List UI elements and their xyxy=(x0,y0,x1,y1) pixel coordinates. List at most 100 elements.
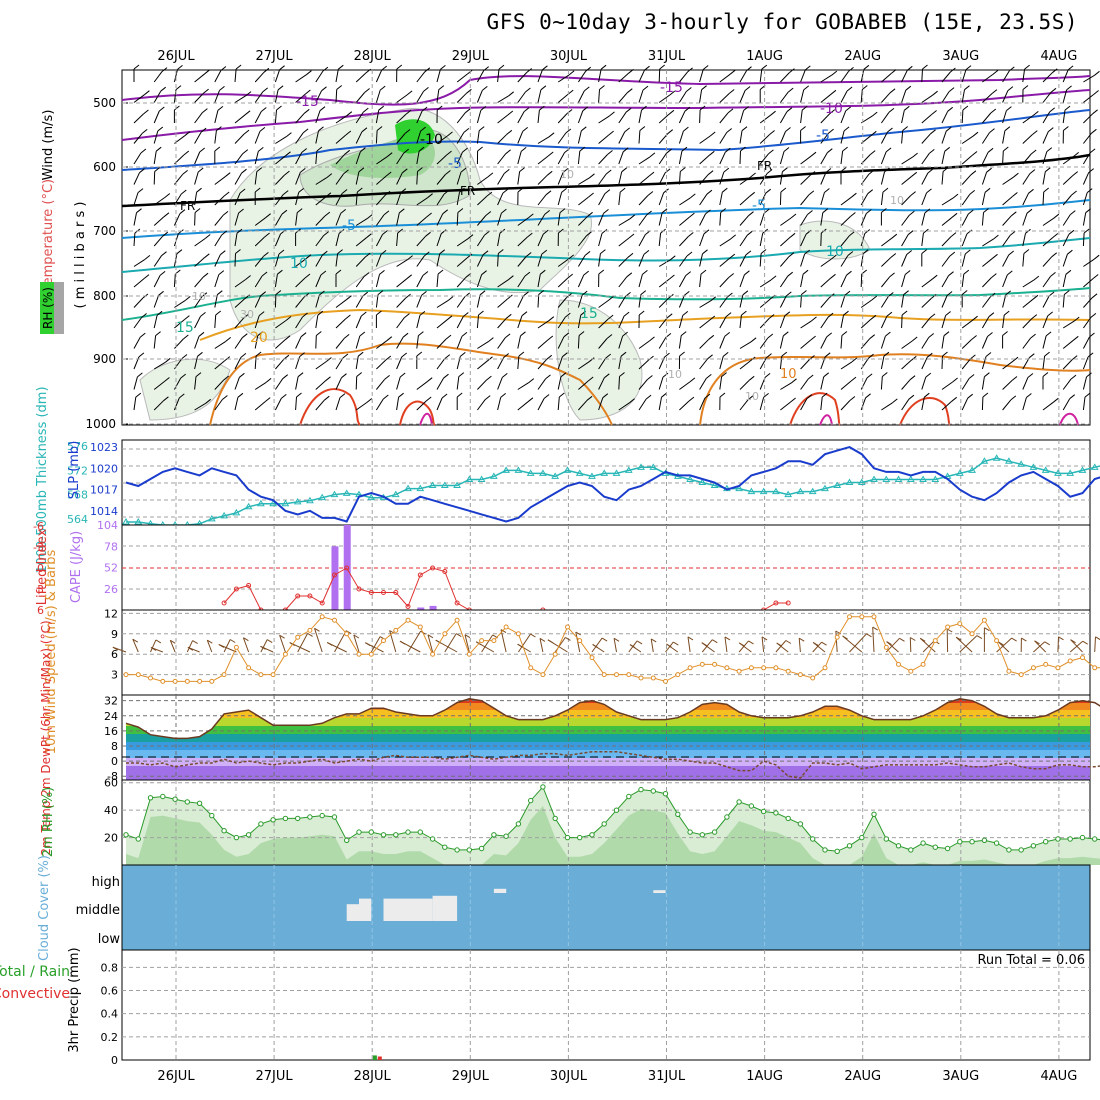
wind-barb xyxy=(820,172,827,185)
wind-barb xyxy=(800,89,805,103)
wind-barb xyxy=(1083,132,1092,144)
isotherm-label: FR xyxy=(180,199,195,213)
wind-barb xyxy=(476,234,485,247)
wind-barb xyxy=(416,171,418,185)
wind-barb-flag xyxy=(159,271,166,276)
wind-speed-marker xyxy=(405,617,411,623)
wind-barb-flag xyxy=(1053,397,1059,403)
wind-barb xyxy=(678,255,688,267)
wind-barb xyxy=(1082,152,1091,165)
wind-barb xyxy=(719,296,728,308)
wind-barb xyxy=(537,398,545,411)
wind-barb xyxy=(557,113,568,124)
wind-barb xyxy=(719,257,731,267)
wind-barb xyxy=(1002,294,1007,308)
wind-speed-marker xyxy=(221,672,227,678)
wind-barb xyxy=(477,360,488,370)
wind-barb-flag xyxy=(507,110,514,116)
wind-barb-flag xyxy=(869,334,876,340)
wind-barb xyxy=(840,294,846,308)
wind-barb xyxy=(779,295,787,308)
wind-barb xyxy=(658,397,662,411)
wind-barb-flag xyxy=(277,269,283,275)
isotherm-label: 10 xyxy=(780,367,797,382)
wind-barb xyxy=(1062,155,1074,165)
wind-barb-flag xyxy=(1042,372,1049,377)
wind-barb-flag xyxy=(264,232,270,238)
wind-barb xyxy=(497,233,501,247)
wind-barb-flag xyxy=(195,372,202,377)
wind-barb-flag xyxy=(1088,168,1095,173)
wind-barb xyxy=(375,69,383,83)
wind-barb-flag xyxy=(724,147,731,153)
wind-barb xyxy=(370,636,381,653)
wind-barb-flag xyxy=(241,333,248,339)
wind-barb xyxy=(921,233,924,247)
wind-barb xyxy=(719,93,730,103)
wind-speed-marker xyxy=(773,665,779,671)
wind-barb xyxy=(436,253,441,267)
wind-speed-marker xyxy=(209,678,215,684)
wind-barb xyxy=(800,294,802,308)
wind-barb-flag xyxy=(540,85,547,91)
wind-barb-flag xyxy=(830,89,837,95)
wind-barb-flag xyxy=(791,378,797,384)
wind-barb xyxy=(678,171,681,185)
wind-barb xyxy=(194,336,200,349)
wind-barb xyxy=(780,236,791,247)
wind-barb-flag xyxy=(562,168,569,173)
wind-barb xyxy=(1057,636,1059,653)
thickness-marker xyxy=(710,481,719,489)
wind-barb-flag xyxy=(342,353,349,359)
wind-barb xyxy=(719,356,724,370)
wind-barb-flag xyxy=(861,85,868,90)
wind-barb-flag xyxy=(218,644,225,648)
thickness-marker xyxy=(539,469,547,476)
rh2m-marker xyxy=(209,812,215,819)
wind-barb xyxy=(1022,153,1032,165)
wind-barb xyxy=(254,401,266,411)
wind-barb xyxy=(1062,69,1069,83)
wind-barb xyxy=(274,294,277,308)
wind-barb xyxy=(497,298,508,308)
wind-barb xyxy=(214,274,220,288)
wind-barb-flag xyxy=(580,310,587,316)
wind-barb-flag xyxy=(764,373,771,378)
wind-barb-flag xyxy=(781,351,788,357)
wind-barb-flag xyxy=(882,187,889,193)
wind-barb xyxy=(618,376,620,390)
wind-speed-marker xyxy=(908,668,914,674)
wind-barb xyxy=(355,151,361,165)
wind-barb xyxy=(699,378,707,390)
wind-barb xyxy=(1070,639,1083,653)
wind-barb xyxy=(436,213,444,226)
wind-barb xyxy=(517,295,524,308)
lifted-index-marker xyxy=(381,590,386,595)
bottom-date-axis: 26JUL 27JUL 28JUL 29JUL 30JUL 31JUL 1AUG 2AUG 3A… xyxy=(157,1069,1077,1084)
wind-barb-flag xyxy=(298,188,305,193)
wind-barb-flag xyxy=(404,129,411,134)
wind-barb xyxy=(557,336,565,349)
wind-barb xyxy=(759,192,767,206)
wind-speed-marker xyxy=(1055,665,1061,671)
wind-barb xyxy=(880,376,883,390)
wind-barb xyxy=(981,212,984,226)
lifted-index-marker xyxy=(332,572,337,578)
wind-barb xyxy=(800,175,811,185)
wind-barb xyxy=(355,237,367,247)
wind-barb-flag xyxy=(361,127,368,133)
wind-barb xyxy=(295,336,302,349)
wind-barb-flag xyxy=(485,211,492,216)
wind-barb-flag xyxy=(384,190,391,196)
wind-barb-flag xyxy=(623,311,630,317)
date-label: 1AUG xyxy=(746,1069,783,1084)
thickness-marker xyxy=(968,466,976,473)
wind-barb-flag xyxy=(164,357,171,363)
wind-barb-flag xyxy=(709,315,716,321)
wind-barb xyxy=(279,635,286,653)
wind-barb xyxy=(687,636,691,653)
wind-barb xyxy=(133,192,139,206)
thickness-marker xyxy=(796,487,805,495)
wind-barb xyxy=(436,338,447,349)
wind-barb-flag xyxy=(826,148,833,154)
